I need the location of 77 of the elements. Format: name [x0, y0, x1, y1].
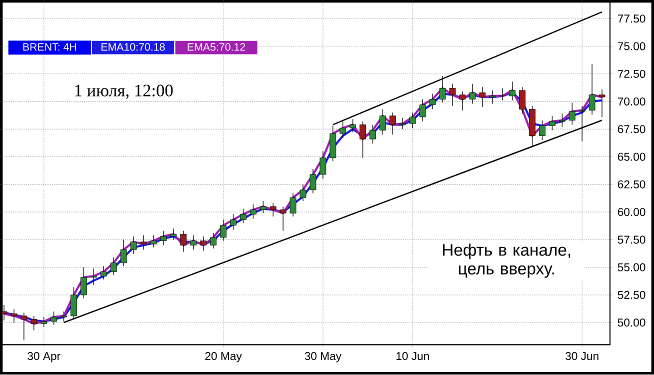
x-tick-label: 20 May: [205, 352, 242, 362]
x-tick-label: 30 May: [304, 352, 342, 362]
candlestick: [180, 230, 187, 252]
candlestick: [170, 228, 177, 240]
text: EMA5:70.12: [188, 43, 246, 51]
candlestick: [220, 220, 226, 242]
candlestick: [548, 116, 556, 131]
candlestick: [240, 208, 246, 224]
candlestick: [360, 121, 366, 158]
y-tick-label: 77.50: [618, 14, 646, 23]
candlestick: [499, 88, 506, 101]
candlestick: [419, 99, 426, 122]
candlestick: [250, 204, 256, 220]
text: BRENT: 4H: [23, 43, 76, 51]
candlestick: [539, 120, 546, 141]
candlestick: [588, 64, 596, 116]
candlestick: [40, 316, 48, 328]
candlestick: [280, 206, 286, 232]
candlestick: [568, 102, 576, 126]
y-tick-label: 50.00: [618, 318, 646, 327]
x-tick-label: 10 Jun: [396, 352, 429, 360]
candlestick: [380, 109, 386, 136]
y-tick-label: 72.50: [618, 70, 646, 78]
candlestick: [310, 168, 316, 194]
candlestick: [519, 86, 526, 114]
candlestick: [80, 267, 87, 299]
y-tick-label: 65.00: [618, 152, 646, 161]
candlestick: [459, 91, 466, 111]
candlestick: [140, 235, 147, 250]
candlestick: [160, 230, 167, 246]
candlestick: [598, 89, 606, 118]
candlestick: [90, 268, 97, 286]
y-tick-label: 55.00: [618, 263, 646, 272]
candlestick: [110, 257, 117, 276]
annotation: 1 июля, 12:00: [75, 84, 173, 100]
candlestick: [350, 119, 356, 133]
annotation: Нефть в канале, цель вверху.: [443, 244, 570, 278]
candlestick: [200, 236, 207, 252]
candlestick: [370, 124, 376, 144]
y-tick-label: 57.50: [618, 236, 646, 244]
candlestick: [409, 112, 416, 129]
y-tick-label: 52.50: [618, 291, 646, 300]
candlestick: [479, 86, 486, 108]
text: EMA10:70.18: [102, 43, 165, 51]
candlestick: [30, 316, 38, 331]
candlestick: [230, 214, 236, 230]
candlestick: [10, 309, 18, 324]
candlestick: [270, 203, 276, 217]
y-tick-label: 75.00: [618, 42, 646, 50]
candlestick: [439, 76, 446, 104]
candlestick: [130, 236, 137, 255]
y-tick-label: 70.00: [618, 98, 646, 106]
candlestick: [290, 193, 296, 217]
candlestick: [70, 287, 77, 320]
candlestick: [210, 232, 216, 249]
candlestick: [390, 112, 396, 136]
candlestick: [320, 151, 326, 180]
y-tick-label: 60.00: [618, 208, 646, 216]
candlestick: [20, 312, 28, 341]
y-tick-label: 67.50: [618, 125, 646, 134]
x-tick-label: 30 Jun: [566, 352, 598, 360]
y-tick-label: 62.50: [618, 180, 646, 189]
candlestick: [429, 94, 436, 110]
candlestick: [100, 266, 107, 280]
candlestick: [469, 84, 476, 104]
candlestick: [489, 90, 496, 104]
candlestick: [120, 239, 127, 267]
candlestick: [399, 118, 406, 130]
candlestick: [260, 200, 266, 214]
candlestick: [449, 84, 456, 106]
candlestick: [150, 235, 157, 248]
x-tick-label: 30 Apr: [28, 352, 60, 362]
candlestick: [300, 184, 306, 202]
candlestick: [50, 311, 58, 326]
candlestick: [558, 113, 566, 128]
candlestick: [190, 235, 197, 250]
candlestick: [509, 81, 516, 101]
